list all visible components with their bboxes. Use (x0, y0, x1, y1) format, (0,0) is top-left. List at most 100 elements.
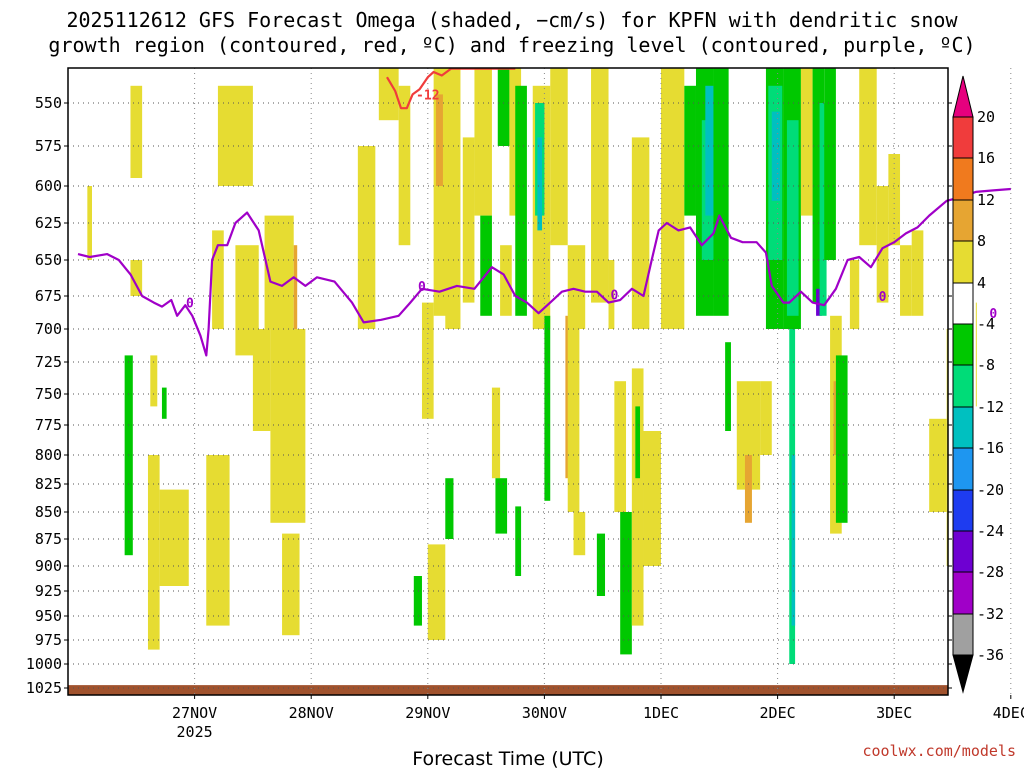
omega-band (445, 68, 461, 329)
y-tick-label: 950 (35, 607, 62, 625)
omega-band (206, 455, 230, 626)
omega-band (462, 137, 475, 303)
omega-band (760, 381, 772, 455)
freezing-level-label: 0 (418, 280, 426, 295)
plot-frame (67, 67, 949, 696)
omega-band (591, 68, 609, 303)
omega-band (550, 68, 568, 246)
omega-band (235, 245, 259, 356)
contour-layer: 0 0 0 0 0 -12 (77, 67, 1011, 357)
omega-band (413, 576, 422, 626)
colorbar-top-arrow (952, 75, 974, 118)
omega-band (929, 418, 947, 512)
x-tick-label: 30NOV (522, 704, 567, 722)
colorbar-tick-label: -32 (977, 605, 1004, 623)
y-tick-label: 1000 (26, 655, 62, 673)
omega-band (608, 260, 615, 329)
omega-band (791, 455, 796, 626)
colorbar-swatch (952, 489, 974, 532)
omega-band (849, 260, 860, 329)
omega-band (497, 68, 510, 146)
omega-band (421, 302, 434, 419)
terrain-layer (68, 685, 948, 695)
omega-band (824, 68, 836, 260)
y-tick-label: 800 (35, 446, 62, 464)
omega-band (911, 230, 924, 316)
y-tick-label: 725 (35, 353, 62, 371)
omega-band (725, 342, 731, 431)
colorbar-tick-label: -20 (977, 481, 1004, 499)
x-tick-sublabel: 2025 (177, 723, 213, 741)
colorbar-tick-label: 12 (977, 191, 995, 209)
omega-band (445, 478, 454, 539)
colorbar-tick-label: -12 (977, 398, 1004, 416)
colorbar-swatch (952, 157, 974, 201)
omega-band (427, 544, 446, 640)
x-tick-label: 3DEC (876, 704, 912, 722)
omega-band (544, 315, 551, 501)
omega-band (567, 329, 580, 512)
colorbar-tick-label: 4 (977, 274, 986, 292)
colorbar-swatch (952, 199, 974, 242)
omega-band (378, 68, 399, 121)
y-tick-label: 550 (35, 94, 62, 112)
y-tick-label: 750 (35, 385, 62, 403)
y-tick-label: 600 (35, 177, 62, 195)
colorbar-bottom-arrow (952, 654, 974, 694)
omega-band (643, 431, 661, 566)
omega-band (900, 245, 912, 316)
omega-band (573, 512, 586, 556)
omega-band (87, 186, 92, 260)
omega-band (495, 478, 508, 534)
dgz-contour-label: -12 (416, 88, 439, 103)
freezing-level-label: 0 (186, 297, 194, 312)
omega-band (835, 355, 848, 523)
omega-band (631, 137, 650, 329)
omega-band (212, 230, 224, 329)
y-tick-label: 575 (35, 137, 62, 155)
colorbar-tick-label: -28 (977, 563, 1004, 581)
colorbar-swatch (952, 116, 974, 159)
freezing-level-contour (77, 187, 1011, 357)
terrain-fill (68, 685, 948, 695)
omega-band (270, 329, 306, 523)
omega-band (713, 68, 729, 316)
y-tick-label: 825 (35, 475, 62, 493)
credit-text: coolwx.com/models (862, 742, 1016, 760)
omega-band (786, 120, 799, 316)
omega-band (252, 329, 271, 431)
x-tick-label: 4DEC (993, 704, 1024, 722)
colorbar-tick-label: 16 (977, 149, 995, 167)
colorbar-swatch (952, 240, 974, 284)
omega-band (705, 85, 714, 216)
colorbar-swatch (952, 282, 974, 325)
colorbar-swatch (952, 406, 974, 449)
omega-band (888, 154, 901, 246)
x-tick-label: 2DEC (760, 704, 796, 722)
y-tick-label: 625 (35, 214, 62, 232)
colorbar-tick-label: 8 (977, 232, 986, 250)
colorbar-swatch (952, 447, 974, 491)
omega-band (859, 68, 877, 246)
omega-band (217, 85, 253, 186)
colorbar-tick-label: -16 (977, 439, 1004, 457)
colorbar-tick-label: -24 (977, 522, 1004, 540)
y-tick-label: 900 (35, 557, 62, 575)
omega-band (159, 489, 189, 586)
omega-band (150, 355, 158, 407)
omega-band (975, 302, 977, 407)
omega-band (800, 68, 813, 216)
colorbar-tick-label: -4 (977, 315, 995, 333)
y-tick-label: 875 (35, 530, 62, 548)
freezing-level-label: 0 (989, 307, 997, 322)
omega-band (567, 245, 586, 329)
x-axis-label: Forecast Time (UTC) (412, 748, 603, 768)
omega-band (293, 245, 298, 329)
freezing-level-label: 0 (879, 290, 887, 305)
omega-band (515, 506, 522, 576)
freezing-level-label: 0 (610, 289, 618, 304)
omega-band (620, 512, 632, 655)
omega-band (876, 186, 889, 303)
